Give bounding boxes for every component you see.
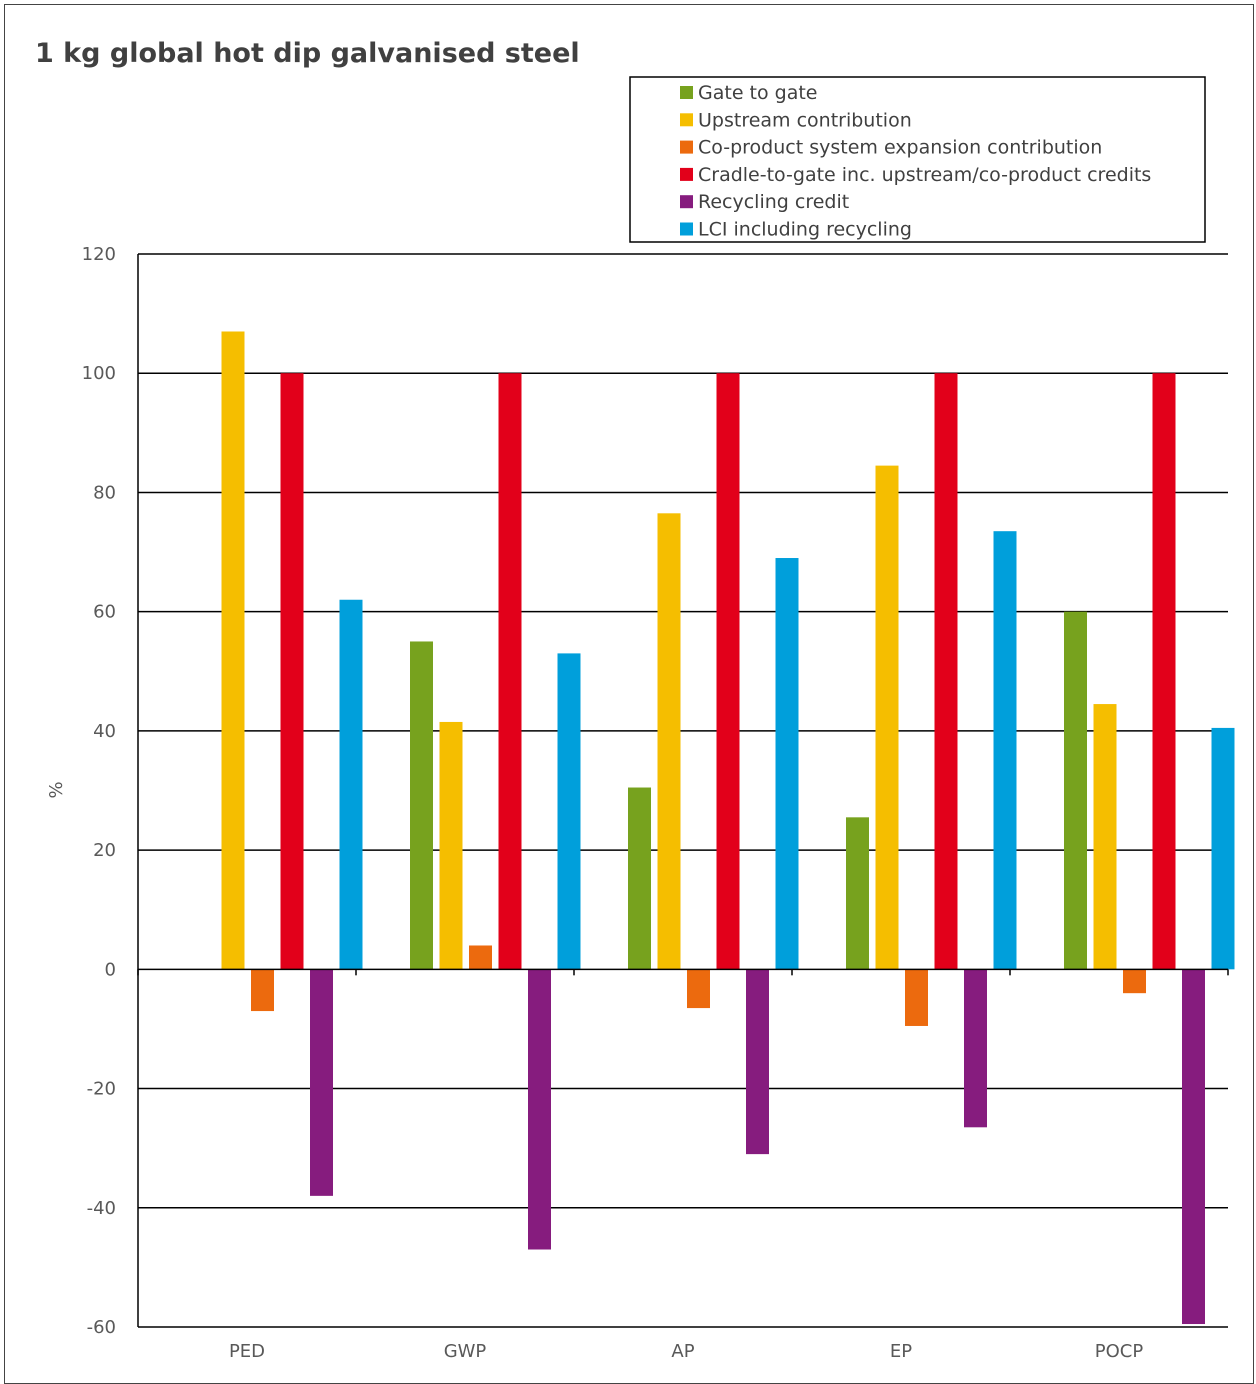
bar bbox=[716, 373, 740, 970]
bar bbox=[628, 787, 651, 970]
bar bbox=[905, 969, 928, 1026]
bar bbox=[993, 531, 1017, 970]
category-label: PED bbox=[229, 1341, 265, 1362]
bar bbox=[1093, 704, 1117, 970]
bar bbox=[1182, 969, 1205, 1325]
bar bbox=[310, 969, 333, 1196]
legend-swatch bbox=[680, 195, 693, 209]
bar bbox=[439, 721, 463, 970]
bar bbox=[469, 945, 492, 970]
bar bbox=[528, 969, 551, 1250]
category-label: GWP bbox=[444, 1341, 487, 1362]
legend-entry: Co-product system expansion contribution bbox=[698, 137, 1102, 159]
category-label: EP bbox=[890, 1341, 912, 1362]
legend-entry: Recycling credit bbox=[698, 191, 849, 213]
y-tick-label: 0 bbox=[105, 959, 116, 980]
bar bbox=[934, 373, 958, 970]
bar bbox=[280, 373, 304, 970]
legend: Gate to gate Upstream contribution Co-prod… bbox=[629, 76, 1206, 243]
y-tick-label: 20 bbox=[93, 840, 116, 861]
legend-entry: Upstream contribution bbox=[698, 109, 912, 131]
category-label: POCP bbox=[1095, 1341, 1144, 1362]
bar bbox=[251, 969, 274, 1012]
legend-entry: LCI including recycling bbox=[698, 219, 912, 241]
bar bbox=[746, 969, 769, 1155]
y-tick-label: -20 bbox=[87, 1079, 116, 1100]
bar bbox=[657, 513, 681, 970]
legend-swatch bbox=[680, 86, 693, 99]
bar bbox=[1152, 373, 1176, 970]
y-tick-label: 40 bbox=[93, 721, 116, 742]
bar bbox=[557, 653, 581, 970]
legend-entry: Gate to gate bbox=[698, 82, 818, 104]
legend-swatch bbox=[680, 113, 693, 127]
bar bbox=[498, 373, 522, 970]
y-tick-label: 60 bbox=[93, 602, 116, 623]
bar bbox=[775, 558, 799, 970]
bar bbox=[687, 969, 710, 1009]
chart-title: 1 kg global hot dip galvanised steel bbox=[35, 38, 580, 69]
bar bbox=[1064, 611, 1087, 970]
legend-box bbox=[629, 76, 1206, 243]
legend-entry: Cradle-to-gate inc. upstream/co-product … bbox=[698, 164, 1151, 186]
category-label: AP bbox=[671, 1341, 694, 1362]
bar bbox=[1211, 727, 1235, 970]
bar bbox=[1123, 969, 1146, 994]
plot-area: 120 100 80 60 40 20 0 -20 -40 -60 PED GWP AP EP POCP bbox=[82, 244, 1235, 1362]
y-tick-label: 80 bbox=[93, 482, 116, 503]
legend-swatch bbox=[680, 222, 693, 236]
bar bbox=[964, 969, 987, 1128]
legend-swatch bbox=[680, 167, 693, 181]
bar bbox=[846, 817, 869, 970]
y-tick-label: 100 bbox=[82, 363, 116, 384]
y-axis-label: % bbox=[46, 781, 67, 798]
bar bbox=[875, 465, 899, 970]
bar bbox=[221, 331, 245, 970]
y-tick-label: -60 bbox=[87, 1317, 116, 1338]
y-tick-label: -40 bbox=[87, 1198, 116, 1219]
bar bbox=[410, 641, 433, 970]
y-tick-label: 120 bbox=[82, 244, 116, 265]
bar bbox=[339, 599, 363, 970]
legend-swatch bbox=[680, 140, 693, 154]
